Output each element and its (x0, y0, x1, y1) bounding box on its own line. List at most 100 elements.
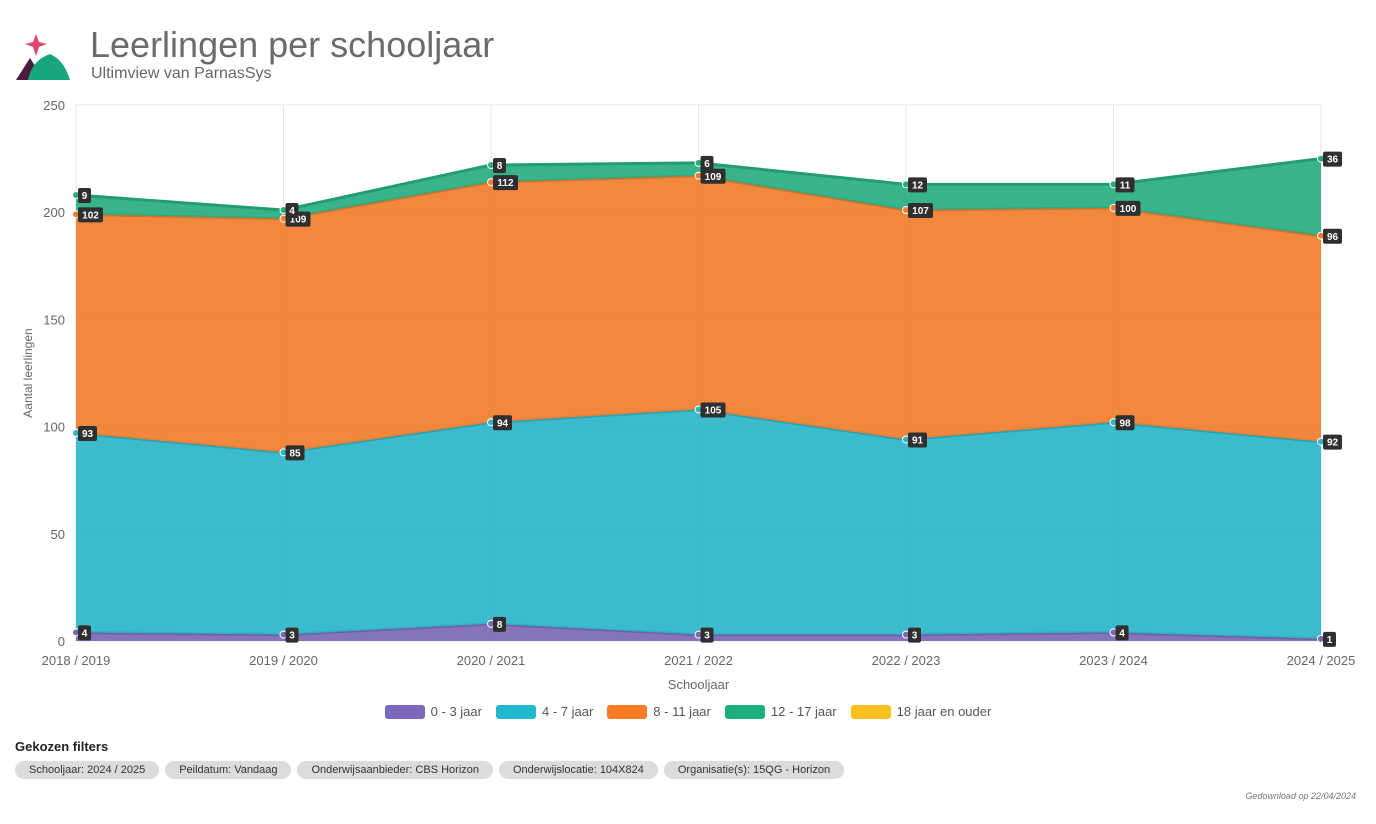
data-label-text: 85 (289, 448, 301, 459)
data-label: 4 (78, 625, 91, 641)
data-label-bg (493, 616, 506, 632)
data-label: 8 (493, 158, 506, 174)
data-label-text: 4 (82, 628, 88, 639)
data-label: 1 (1323, 631, 1336, 647)
area-4---7-jaar (76, 409, 1321, 639)
data-label-bg (285, 627, 299, 643)
data-label-text: 6 (704, 159, 710, 170)
legend-label: 4 - 7 jaar (541, 704, 594, 719)
data-label: 109 (700, 168, 726, 184)
data-label-text: 4 (1119, 628, 1125, 639)
x-tick-label: 2021 / 2022 (664, 653, 733, 668)
data-label-bg (908, 627, 921, 643)
data-label-text: 112 (497, 178, 514, 189)
data-label-bg (285, 445, 305, 461)
x-tick-label: 2022 / 2023 (872, 653, 941, 668)
data-label-bg (493, 415, 512, 431)
data-label-text: 109 (705, 172, 722, 183)
x-axis-title: Schooljaar (668, 677, 730, 692)
data-label-text: 91 (912, 435, 924, 446)
data-label-text: 100 (1120, 204, 1137, 215)
data-label-bg (700, 402, 726, 418)
data-label: 107 (908, 203, 933, 219)
data-label: 3 (700, 627, 714, 643)
data-label: 6 (700, 155, 714, 171)
header: Leerlingen per schooljaar Ultimview van … (14, 24, 1014, 88)
data-label-bg (1115, 625, 1129, 641)
y-tick-label: 100 (43, 420, 65, 435)
data-label-text: 96 (1327, 232, 1339, 243)
data-label-text: 8 (497, 161, 503, 172)
data-label-text: 12 (912, 180, 924, 191)
legend-item[interactable]: 18 jaar en ouder (850, 704, 991, 719)
page-title: Leerlingen per schooljaar (90, 24, 495, 65)
data-label-bg (285, 203, 299, 219)
data-label: 9 (78, 188, 91, 204)
data-label: 3 (285, 627, 299, 643)
filter-chips: Schooljaar: 2024 / 2025 Peildatum: Vandaa… (15, 761, 845, 779)
legend-swatch (724, 704, 765, 719)
y-tick-label: 50 (51, 527, 65, 542)
legend-label: 12 - 17 jaar (770, 704, 837, 719)
legend-item[interactable]: 4 - 7 jaar (495, 704, 594, 719)
legend-item[interactable]: 0 - 3 jaar (384, 704, 482, 719)
data-label: 96 (1323, 228, 1342, 244)
legend-item[interactable]: 12 - 17 jaar (724, 704, 837, 719)
data-label: 11 (1115, 177, 1135, 193)
filter-chip: Organisatie(s): 15QG - Horizon (663, 761, 845, 779)
data-label: 85 (285, 445, 305, 461)
legend-item[interactable]: 8 - 11 jaar (607, 704, 711, 719)
data-label-bg (700, 168, 726, 184)
data-label-bg (908, 177, 927, 193)
x-tick-label: 2024 / 2025 (1287, 653, 1356, 668)
data-label-bg (1115, 177, 1135, 193)
legend-swatch (495, 704, 536, 719)
data-label: 112 (493, 175, 518, 191)
data-label: 93 (78, 426, 97, 442)
page-subtitle: Ultimview van ParnasSys (91, 65, 272, 82)
data-label-text: 8 (497, 620, 503, 631)
chart-legend: 0 - 3 jaar 4 - 7 jaar 8 - 11 jaar 12 - 17 j… (0, 704, 1376, 719)
data-label-text: 3 (704, 631, 710, 642)
data-label: 94 (493, 415, 512, 431)
data-label-text: 105 (705, 405, 722, 416)
data-label: 4 (285, 203, 299, 219)
data-label-text: 94 (497, 418, 509, 429)
data-label-text: 9 (82, 191, 88, 202)
data-label-text: 1 (1327, 635, 1333, 646)
download-date: Gedownload op 22/04/2024 (1245, 791, 1356, 801)
data-label-bg (1323, 151, 1342, 167)
data-label: 4 (1115, 625, 1129, 641)
y-tick-label: 0 (58, 634, 65, 649)
data-label-text: 11 (1120, 180, 1131, 191)
x-tick-label: 2018 / 2019 (42, 653, 111, 668)
data-label: 105 (700, 402, 726, 418)
data-label-text: 107 (912, 206, 929, 217)
data-label-bg (78, 188, 91, 204)
x-tick-label: 2020 / 2021 (457, 653, 526, 668)
data-label-text: 109 (290, 215, 307, 226)
data-label: 36 (1323, 151, 1342, 167)
y-tick-label: 150 (43, 312, 65, 327)
data-label-bg (1323, 631, 1336, 647)
data-label-bg (78, 625, 91, 641)
area-0---3-jaar (76, 623, 1321, 641)
data-label-bg (700, 155, 714, 171)
data-label-bg (493, 175, 518, 191)
legend-label: 8 - 11 jaar (653, 704, 711, 719)
y-tick-label: 250 (43, 98, 65, 113)
data-label-bg (493, 158, 506, 174)
legend-swatch (850, 704, 891, 719)
filter-chip: Onderwijslocatie: 104X824 (499, 761, 658, 779)
filter-chip: Schooljaar: 2024 / 2025 (15, 761, 160, 779)
data-label: 8 (493, 616, 506, 632)
legend-label: 0 - 3 jaar (430, 704, 482, 719)
filters-title: Gekozen filters (15, 739, 109, 754)
data-label-bg (1323, 434, 1342, 450)
data-label-bg (78, 426, 97, 442)
data-label-text: 102 (82, 210, 99, 221)
data-label: 91 (908, 432, 927, 448)
legend-swatch (384, 704, 425, 719)
data-label: 3 (908, 627, 921, 643)
data-label-text: 93 (82, 429, 94, 440)
